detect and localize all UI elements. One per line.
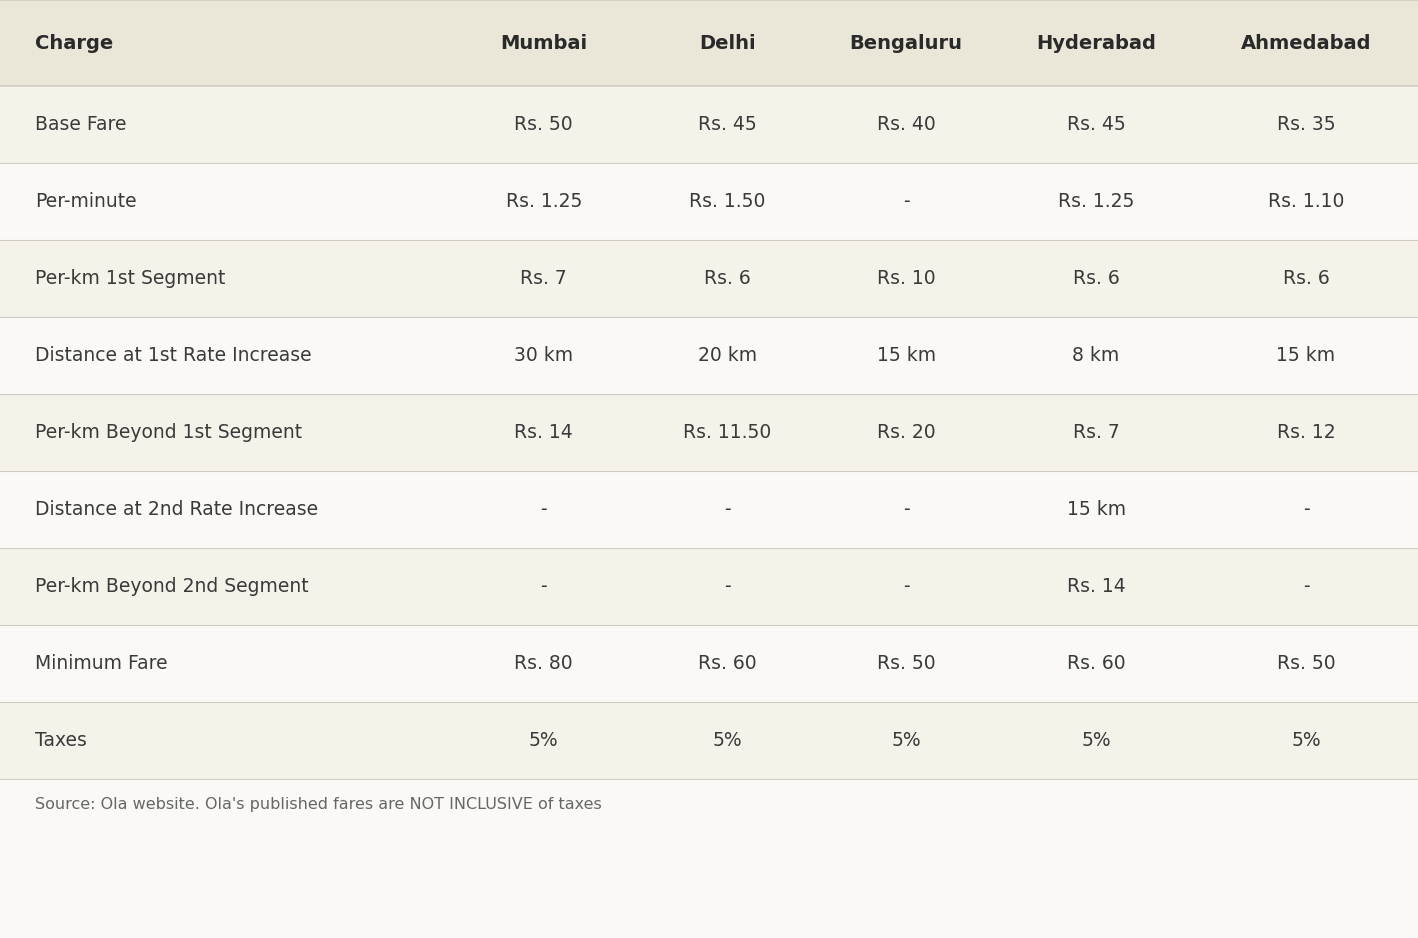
- Text: -: -: [725, 577, 730, 596]
- Text: Rs. 50: Rs. 50: [876, 654, 936, 673]
- Text: Source: Ola website. Ola's published fares are NOT INCLUSIVE of taxes: Source: Ola website. Ola's published far…: [35, 797, 603, 812]
- Text: Rs. 1.25: Rs. 1.25: [1058, 192, 1134, 211]
- Text: Base Fare: Base Fare: [35, 115, 128, 134]
- Bar: [0, 471, 1418, 548]
- Bar: [0, 240, 1418, 317]
- Bar: [0, 625, 1418, 702]
- Text: Mumbai: Mumbai: [501, 34, 587, 53]
- Text: 8 km: 8 km: [1072, 346, 1120, 365]
- Text: Rs. 50: Rs. 50: [1276, 654, 1336, 673]
- Text: Rs. 45: Rs. 45: [698, 115, 757, 134]
- Text: Rs. 7: Rs. 7: [1073, 423, 1119, 442]
- Text: -: -: [903, 192, 909, 211]
- Text: Rs. 40: Rs. 40: [876, 115, 936, 134]
- Text: Per-minute: Per-minute: [35, 192, 138, 211]
- Text: -: -: [725, 500, 730, 519]
- Text: Ahmedabad: Ahmedabad: [1241, 34, 1371, 53]
- Text: Rs. 6: Rs. 6: [705, 269, 750, 288]
- Text: 5%: 5%: [713, 731, 742, 749]
- Text: 15 km: 15 km: [1276, 346, 1336, 365]
- Text: Taxes: Taxes: [35, 731, 88, 749]
- Bar: [0, 317, 1418, 394]
- Text: Rs. 60: Rs. 60: [698, 654, 757, 673]
- Text: Rs. 1.50: Rs. 1.50: [689, 192, 766, 211]
- Text: 15 km: 15 km: [1066, 500, 1126, 519]
- Bar: [0, 163, 1418, 240]
- Text: Per-km 1st Segment: Per-km 1st Segment: [35, 269, 225, 288]
- Text: Rs. 6: Rs. 6: [1283, 269, 1329, 288]
- Text: 5%: 5%: [529, 731, 559, 749]
- Text: Rs. 14: Rs. 14: [515, 423, 573, 442]
- Bar: [0, 394, 1418, 471]
- Text: -: -: [1303, 577, 1309, 596]
- Text: Per-km Beyond 2nd Segment: Per-km Beyond 2nd Segment: [35, 577, 309, 596]
- Bar: [0, 0, 1418, 86]
- Text: Distance at 2nd Rate Increase: Distance at 2nd Rate Increase: [35, 500, 319, 519]
- Text: 15 km: 15 km: [876, 346, 936, 365]
- Text: Rs. 20: Rs. 20: [876, 423, 936, 442]
- Text: Rs. 45: Rs. 45: [1066, 115, 1126, 134]
- Text: -: -: [540, 500, 547, 519]
- Text: 5%: 5%: [1292, 731, 1320, 749]
- Text: -: -: [903, 500, 909, 519]
- Text: Minimum Fare: Minimum Fare: [35, 654, 169, 673]
- Text: Rs. 6: Rs. 6: [1073, 269, 1119, 288]
- Text: Rs. 60: Rs. 60: [1066, 654, 1126, 673]
- Text: Rs. 12: Rs. 12: [1276, 423, 1336, 442]
- Text: -: -: [1303, 500, 1309, 519]
- Text: Rs. 35: Rs. 35: [1276, 115, 1336, 134]
- Text: Rs. 50: Rs. 50: [515, 115, 573, 134]
- Text: Rs. 1.10: Rs. 1.10: [1268, 192, 1344, 211]
- Text: Distance at 1st Rate Increase: Distance at 1st Rate Increase: [35, 346, 312, 365]
- Text: Rs. 10: Rs. 10: [876, 269, 936, 288]
- Bar: [0, 548, 1418, 625]
- Text: 30 km: 30 km: [515, 346, 573, 365]
- Text: Rs. 1.25: Rs. 1.25: [506, 192, 581, 211]
- Bar: [0, 702, 1418, 779]
- Text: Rs. 14: Rs. 14: [1066, 577, 1126, 596]
- Text: 5%: 5%: [1082, 731, 1110, 749]
- Text: Per-km Beyond 1st Segment: Per-km Beyond 1st Segment: [35, 423, 302, 442]
- Text: Rs. 80: Rs. 80: [515, 654, 573, 673]
- Text: Bengaluru: Bengaluru: [849, 34, 963, 53]
- Text: Hyderabad: Hyderabad: [1037, 34, 1156, 53]
- Text: Rs. 7: Rs. 7: [520, 269, 567, 288]
- Text: Charge: Charge: [35, 34, 113, 53]
- Text: 20 km: 20 km: [698, 346, 757, 365]
- Text: Delhi: Delhi: [699, 34, 756, 53]
- Text: Rs. 11.50: Rs. 11.50: [683, 423, 771, 442]
- Text: -: -: [540, 577, 547, 596]
- Text: 5%: 5%: [892, 731, 920, 749]
- Text: -: -: [903, 577, 909, 596]
- Bar: [0, 86, 1418, 163]
